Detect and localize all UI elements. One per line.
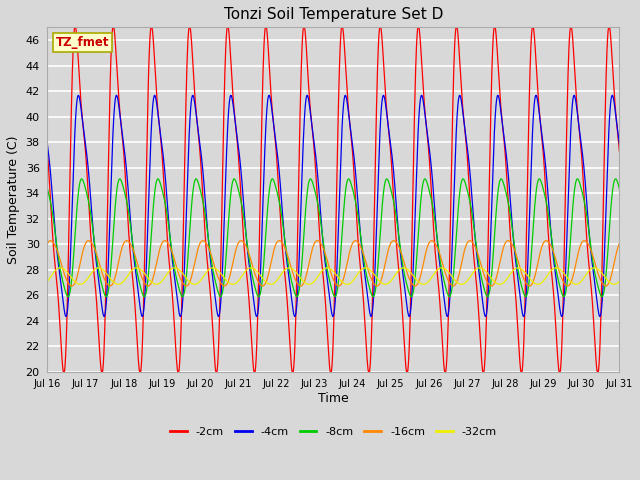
Text: TZ_fmet: TZ_fmet (56, 36, 109, 49)
Legend: -2cm, -4cm, -8cm, -16cm, -32cm: -2cm, -4cm, -8cm, -16cm, -32cm (166, 422, 501, 441)
X-axis label: Time: Time (318, 392, 349, 405)
Y-axis label: Soil Temperature (C): Soil Temperature (C) (7, 135, 20, 264)
Title: Tonzi Soil Temperature Set D: Tonzi Soil Temperature Set D (224, 7, 443, 22)
